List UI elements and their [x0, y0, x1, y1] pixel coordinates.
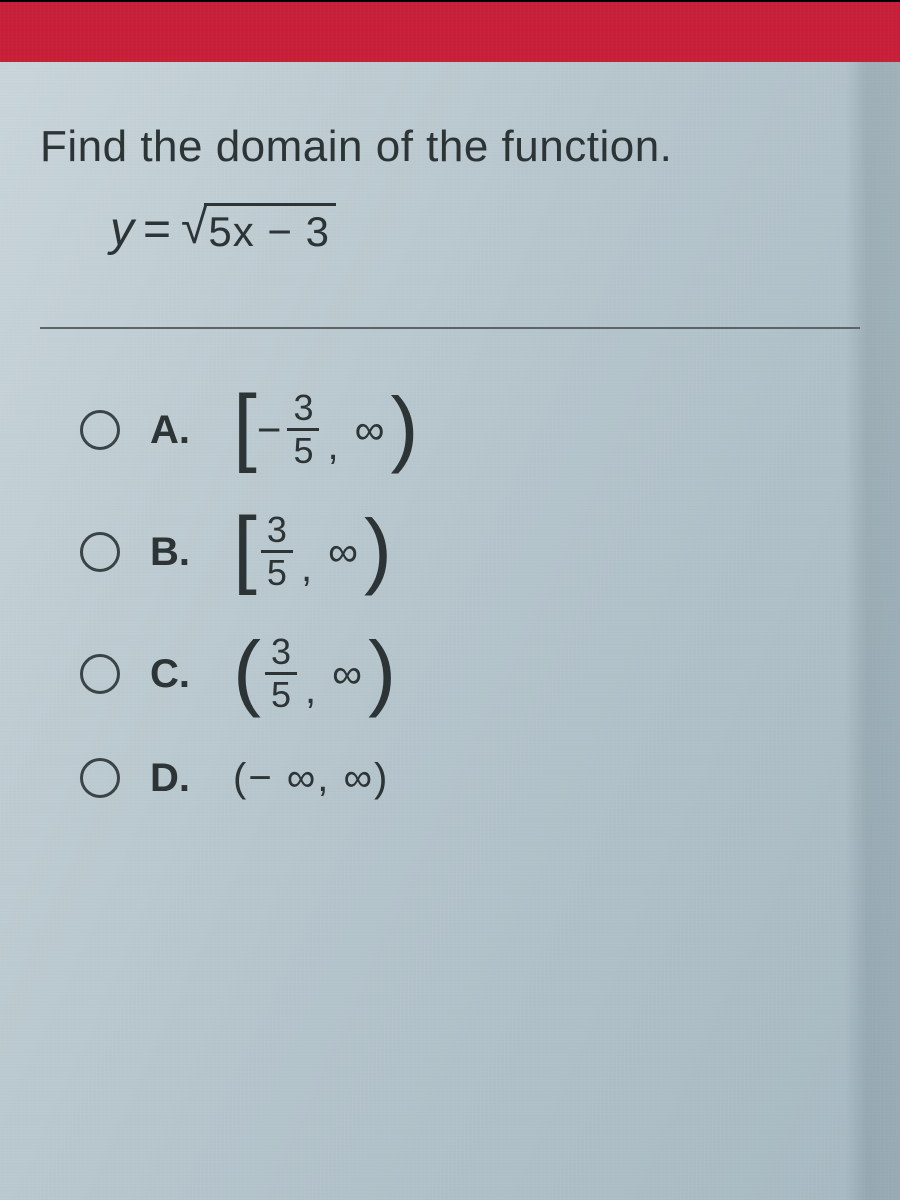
open-paren: ( — [233, 646, 261, 696]
fraction-numerator: 3 — [287, 388, 319, 428]
section-divider — [40, 327, 860, 329]
radio-icon[interactable] — [80, 410, 120, 450]
separator-comma: , — [301, 546, 312, 591]
separator-comma: , — [305, 668, 316, 713]
question-equation: y = √ 5x − 3 — [40, 202, 860, 257]
fraction-numerator: 3 — [265, 632, 297, 672]
open-bracket: [ — [233, 401, 257, 453]
choice-b-interval: [ 3 5 , ∞ ) — [233, 511, 392, 593]
close-paren: ) — [364, 524, 392, 574]
app-header-bar — [0, 2, 900, 62]
radicand-text: 5x − 3 — [204, 203, 336, 256]
fraction-denominator: 5 — [287, 431, 319, 471]
fraction-denominator: 5 — [265, 675, 297, 715]
infinity-symbol: ∞ — [328, 528, 358, 576]
choice-label: D. — [150, 756, 205, 801]
fraction: 3 5 — [287, 388, 319, 470]
radio-icon[interactable] — [80, 532, 120, 572]
negative-sign: − — [257, 406, 282, 454]
separator-comma: , — [327, 424, 338, 469]
infinity-symbol: ∞ — [355, 406, 385, 454]
fraction-numerator: 3 — [261, 510, 293, 550]
radio-icon[interactable] — [80, 654, 120, 694]
choice-d[interactable]: D. (− ∞, ∞) — [80, 756, 860, 801]
fraction: 3 5 — [265, 632, 297, 714]
choice-label: A. — [150, 408, 205, 453]
close-paren: ) — [368, 646, 396, 696]
choice-a[interactable]: A. [ − 3 5 , ∞ ) — [80, 389, 860, 471]
choice-a-interval: [ − 3 5 , ∞ ) — [233, 389, 419, 471]
fraction-denominator: 5 — [261, 553, 293, 593]
equation-operator: = — [143, 202, 171, 257]
radio-icon[interactable] — [80, 758, 120, 798]
question-panel: Find the domain of the function. y = √ 5… — [0, 62, 900, 841]
radical-sign-icon: √ — [181, 204, 207, 252]
close-paren: ) — [391, 402, 419, 452]
choice-label: B. — [150, 530, 205, 575]
fraction: 3 5 — [261, 510, 293, 592]
square-root: √ 5x − 3 — [181, 203, 336, 256]
choice-d-interval: (− ∞, ∞) — [233, 756, 389, 801]
choice-label: C. — [150, 652, 205, 697]
choice-b[interactable]: B. [ 3 5 , ∞ ) — [80, 511, 860, 593]
choice-c[interactable]: C. ( 3 5 , ∞ ) — [80, 633, 860, 715]
infinity-symbol: ∞ — [332, 650, 362, 698]
answer-choices: A. [ − 3 5 , ∞ ) B. [ 3 — [40, 389, 860, 801]
equation-lhs: y — [110, 202, 134, 257]
question-prompt: Find the domain of the function. — [40, 122, 860, 172]
open-bracket: [ — [233, 523, 257, 575]
choice-c-interval: ( 3 5 , ∞ ) — [233, 633, 396, 715]
